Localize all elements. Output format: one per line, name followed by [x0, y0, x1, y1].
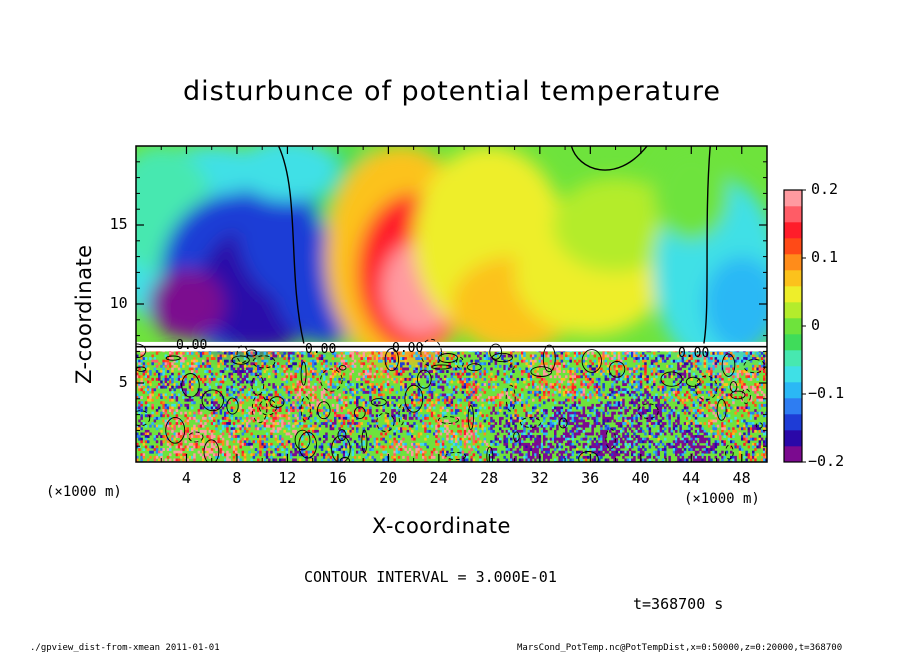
upper-field-blobs	[136, 146, 767, 368]
colorbar-label-2: 0	[811, 316, 821, 334]
x-tick-label-2: 12	[278, 469, 297, 487]
field-blob-4	[148, 269, 225, 339]
x-tick-label-10: 44	[682, 469, 701, 487]
colorbar-step-7	[784, 334, 802, 351]
footer-right: MarsCond_PotTemp.nc@PotTempDist,x=0:5000…	[517, 643, 843, 653]
zero-contour-3	[703, 146, 711, 344]
colorbar-step-3	[784, 398, 802, 415]
x-tick-label-4: 20	[379, 469, 398, 487]
time-label: t=368700 s	[633, 595, 724, 613]
field-blob-17	[703, 256, 767, 352]
colorbar-step-6	[784, 350, 802, 367]
x-tick-label-5: 24	[429, 469, 448, 487]
footer-left: ./gpview_dist-from-xmean 2011-01-01	[30, 643, 220, 653]
colorbar-label-1: 0.1	[811, 248, 839, 266]
y-tick-label-0: 5	[118, 373, 128, 391]
x-axis-ticks	[160, 146, 743, 462]
x-tick-label-7: 32	[530, 469, 549, 487]
lower-turbulent-field	[136, 346, 767, 462]
zero-contour-2	[570, 146, 648, 171]
x-tick-label-8: 36	[581, 469, 600, 487]
x-unit-right: (×1000 m)	[684, 491, 760, 507]
colorbar-step-14	[784, 222, 802, 239]
y-tick-label-2: 15	[109, 215, 128, 233]
y-axis-label: Z-coordinate	[72, 244, 96, 384]
x-axis-label: X-coordinate	[372, 514, 511, 538]
field-blob-18	[653, 146, 730, 241]
turbulent-contours	[136, 338, 766, 462]
potential-temperature-field	[136, 146, 767, 462]
colorbar-step-10	[784, 286, 802, 303]
contour-interval-text: CONTOUR INTERVAL = 3.000E-01	[304, 568, 557, 586]
colorbar-step-9	[784, 302, 802, 319]
colorbar-label-0: 0.2	[811, 180, 839, 198]
colorbar-step-16	[784, 190, 802, 207]
colorbar-label-3: −0.1	[808, 384, 845, 402]
contour-label-3: 0.00	[678, 346, 710, 361]
contour-label-1: 0.00	[305, 342, 337, 357]
colorbar-step-5	[784, 366, 802, 383]
colorbar-step-12	[784, 254, 802, 271]
x-tick-label-3: 16	[328, 469, 347, 487]
x-tick-label-9: 40	[631, 469, 650, 487]
x-tick-label-0: 4	[181, 469, 191, 487]
field-blob-15	[552, 177, 679, 273]
colorbar-step-2	[784, 414, 802, 431]
colorbar-step-8	[784, 318, 802, 335]
x-tick-label-11: 48	[732, 469, 751, 487]
x-tick-label-6: 28	[480, 469, 499, 487]
y-axis-ticks	[136, 161, 767, 447]
colorbar-step-11	[784, 270, 802, 287]
zero-contour-1	[277, 146, 305, 344]
y-tick-label-1: 10	[109, 294, 128, 312]
chart-title: disturbunce of potential temperature	[183, 76, 721, 107]
contour-label-0: 0.00	[176, 338, 208, 353]
colorbar-step-4	[784, 382, 802, 399]
colorbar-step-15	[784, 206, 802, 223]
colorbar-step-1	[784, 430, 802, 447]
colorbar-label-4: −0.2	[808, 452, 845, 470]
x-unit-left: (×1000 m)	[46, 484, 122, 500]
x-tick-label-1: 8	[232, 469, 242, 487]
colorbar-step-0	[784, 446, 802, 463]
colorbar-step-13	[784, 238, 802, 255]
contour-label-2: 0.00	[392, 341, 424, 356]
colorbar	[783, 189, 806, 463]
